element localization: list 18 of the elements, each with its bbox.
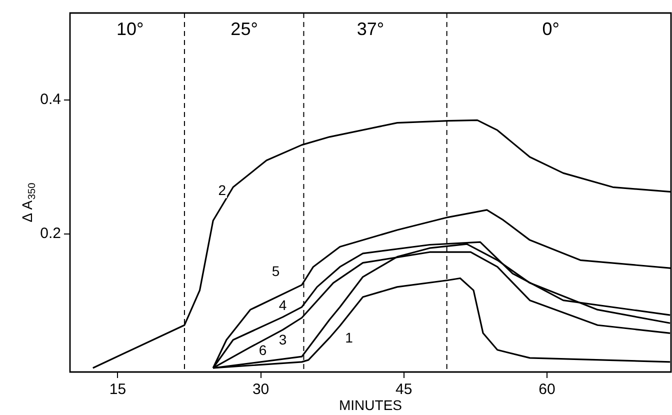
x-tick-label: 45 (396, 381, 412, 398)
annotation: 0° (542, 18, 560, 39)
series-label: 6 (258, 342, 267, 358)
annotation: 10° (116, 18, 144, 39)
annotation: 37° (356, 18, 384, 39)
y-axis-title: Δ A350 (18, 182, 38, 222)
series-label: 4 (278, 296, 287, 313)
annotation: 25° (230, 18, 258, 39)
x-tick-label: 60 (538, 381, 556, 398)
y-tick-label: 0.4 (40, 91, 61, 108)
y-tick-label: 0.2 (40, 225, 61, 242)
series-label: 2 (218, 182, 226, 198)
x-tick-label: 15 (109, 381, 126, 398)
series-label: 5 (272, 262, 280, 279)
x-axis-title: MINUTES (339, 396, 402, 413)
series-label: 3 (278, 332, 287, 348)
x-tick-label: 30 (252, 381, 270, 398)
series-label: 1 (345, 330, 354, 346)
